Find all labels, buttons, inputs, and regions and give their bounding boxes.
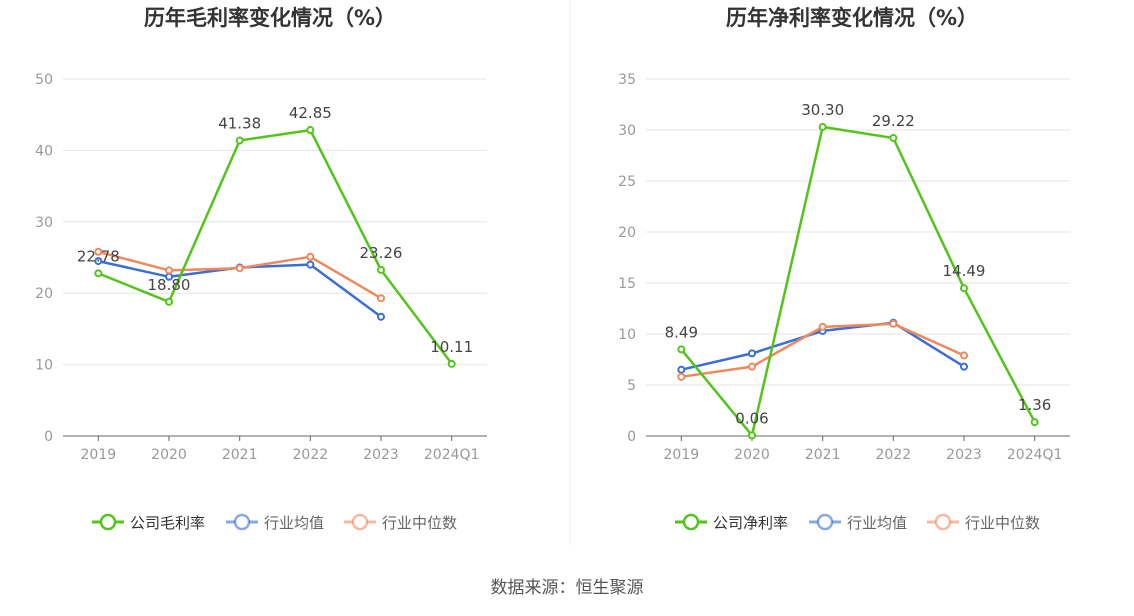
legend-marker — [351, 513, 369, 531]
data-point-company — [677, 345, 686, 354]
data-point-industry_avg — [748, 349, 756, 358]
legend-item-industry_avg: 行业均值 — [226, 513, 324, 532]
data-point-industry_avg — [677, 365, 686, 374]
y-tick-label: 35 — [618, 72, 636, 88]
data-label: 22.78 — [77, 247, 120, 265]
y-tick-label: 0 — [627, 429, 636, 445]
legend-label: 行业均值 — [847, 514, 907, 532]
legend-marker — [99, 513, 117, 531]
data-source-label: 数据来源：恒生聚源 — [490, 578, 644, 598]
x-tick-label: 2023 — [946, 447, 982, 463]
data-point-company — [889, 133, 898, 142]
data-label: 14.49 — [943, 262, 986, 280]
data-point-company — [748, 431, 756, 440]
data-point-industry_avg — [960, 362, 968, 371]
data-label: 10.11 — [430, 338, 473, 356]
data-point-industry_median — [235, 264, 244, 273]
chart-title: 历年净利率变化情况（%） — [726, 6, 978, 30]
data-point-industry_median — [960, 351, 968, 360]
data-point-company — [377, 265, 385, 274]
chart-panel-1: 历年毛利率变化情况（%） 0 10 20 30 40 50 2019 2020 2021 2022 2… — [35, 6, 487, 532]
legend-item-industry_median: 行业中位数 — [344, 513, 457, 532]
y-tick-label: 50 — [35, 72, 53, 88]
x-tick-label: 2024Q1 — [424, 447, 480, 463]
legend-item-company: 公司毛利率 — [92, 513, 205, 532]
data-point-industry_median — [889, 319, 898, 328]
y-tick-label: 20 — [618, 225, 636, 241]
x-tick-label: 2019 — [664, 447, 700, 463]
data-point-company — [235, 136, 244, 145]
data-point-company — [94, 269, 103, 278]
y-tick-label: 10 — [35, 358, 53, 374]
data-point-industry_avg — [306, 260, 315, 269]
legend-label: 公司净利率 — [713, 514, 788, 532]
data-point-company — [306, 126, 315, 135]
y-tick-label: 10 — [618, 327, 636, 343]
legend-marker — [816, 513, 834, 531]
x-tick-label: 2019 — [81, 447, 117, 463]
series-line-company — [97, 128, 453, 365]
data-point-company — [960, 284, 968, 293]
y-tick-label: 40 — [35, 143, 53, 159]
legend-item-industry_median: 行业中位数 — [927, 513, 1040, 532]
data-label: 41.38 — [218, 115, 261, 133]
x-tick-label: 2023 — [363, 447, 399, 463]
data-point-industry_median — [748, 362, 756, 371]
data-point-industry_median — [165, 266, 173, 275]
x-tick-label: 2020 — [151, 447, 187, 463]
data-label: 0.06 — [735, 409, 768, 427]
data-point-industry_median — [94, 247, 103, 256]
data-point-industry_avg — [377, 312, 385, 321]
legend-marker — [682, 513, 700, 531]
x-tick-label: 2020 — [734, 447, 770, 463]
legend-item-company: 公司净利率 — [675, 513, 788, 532]
chart-panel-2: 历年净利率变化情况（%） 0 5 10 15 20 25 30 35 2019 2020 2021 20… — [618, 6, 1070, 532]
x-tick-label: 2024Q1 — [1007, 447, 1063, 463]
legend-label: 行业中位数 — [382, 514, 457, 532]
data-point-company — [165, 297, 173, 306]
data-point-industry_avg — [94, 257, 103, 266]
y-tick-label: 30 — [618, 123, 636, 139]
chart-title: 历年毛利率变化情况（%） — [144, 6, 396, 30]
data-point-company — [818, 122, 827, 131]
data-label: 30.30 — [801, 101, 844, 119]
y-tick-label: 25 — [618, 174, 636, 190]
x-tick-label: 2021 — [222, 447, 258, 463]
legend-label: 公司毛利率 — [130, 514, 205, 532]
data-label: 23.26 — [360, 244, 403, 262]
legend-label: 行业均值 — [264, 514, 324, 532]
data-point-company — [1030, 418, 1039, 427]
data-label: 8.49 — [665, 323, 698, 341]
y-tick-label: 15 — [618, 276, 636, 292]
legend-marker — [233, 513, 251, 531]
legend-label: 行业中位数 — [965, 514, 1040, 532]
x-tick-label: 2021 — [805, 447, 841, 463]
data-label: 42.85 — [289, 104, 332, 122]
series-line-company — [680, 125, 1036, 437]
data-label: 29.22 — [872, 112, 915, 130]
legend-marker — [934, 513, 952, 531]
legend-item-industry_avg: 行业均值 — [809, 513, 907, 532]
y-tick-label: 30 — [35, 215, 53, 231]
data-label: 18.80 — [148, 276, 191, 294]
y-tick-label: 5 — [627, 378, 636, 394]
data-point-company — [447, 359, 456, 368]
data-point-industry_median — [377, 294, 385, 303]
data-point-industry_median — [677, 372, 686, 381]
data-point-industry_median — [818, 322, 827, 331]
y-tick-label: 0 — [44, 429, 53, 445]
x-tick-label: 2022 — [876, 447, 912, 463]
data-label: 1.36 — [1018, 396, 1051, 414]
data-point-industry_median — [306, 252, 315, 261]
x-tick-label: 2022 — [293, 447, 329, 463]
y-tick-label: 20 — [35, 286, 53, 302]
